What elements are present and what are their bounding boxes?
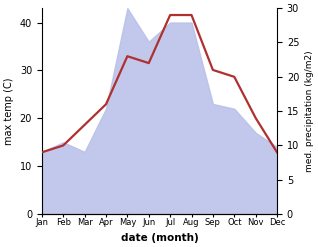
Y-axis label: max temp (C): max temp (C) [4,77,14,145]
Y-axis label: med. precipitation (kg/m2): med. precipitation (kg/m2) [305,50,314,172]
X-axis label: date (month): date (month) [121,233,198,243]
